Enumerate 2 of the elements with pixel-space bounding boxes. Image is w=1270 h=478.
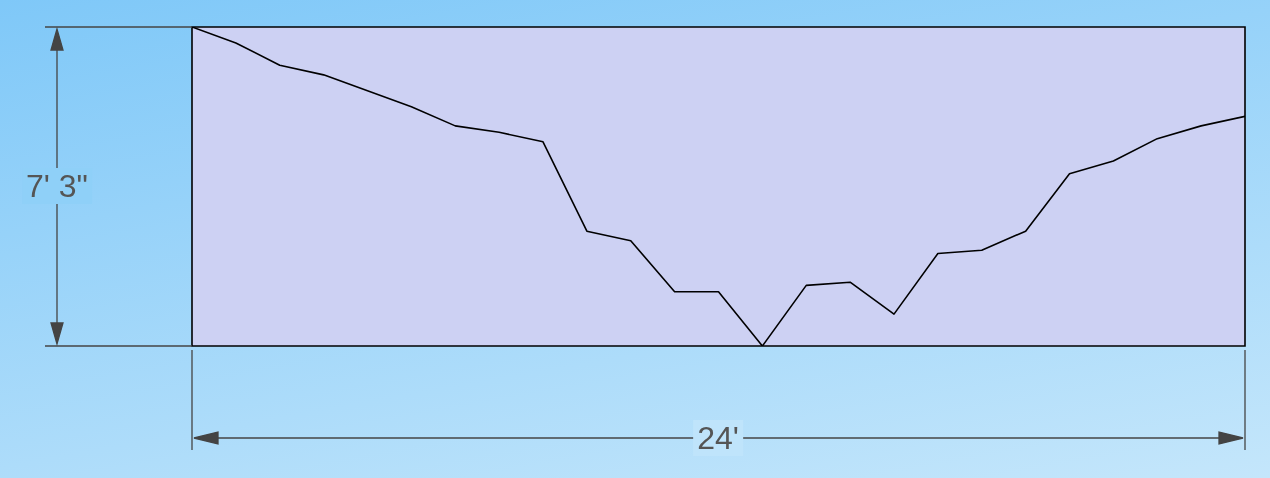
text: 7' 3" (22, 168, 92, 204)
text: 24' (693, 420, 743, 456)
